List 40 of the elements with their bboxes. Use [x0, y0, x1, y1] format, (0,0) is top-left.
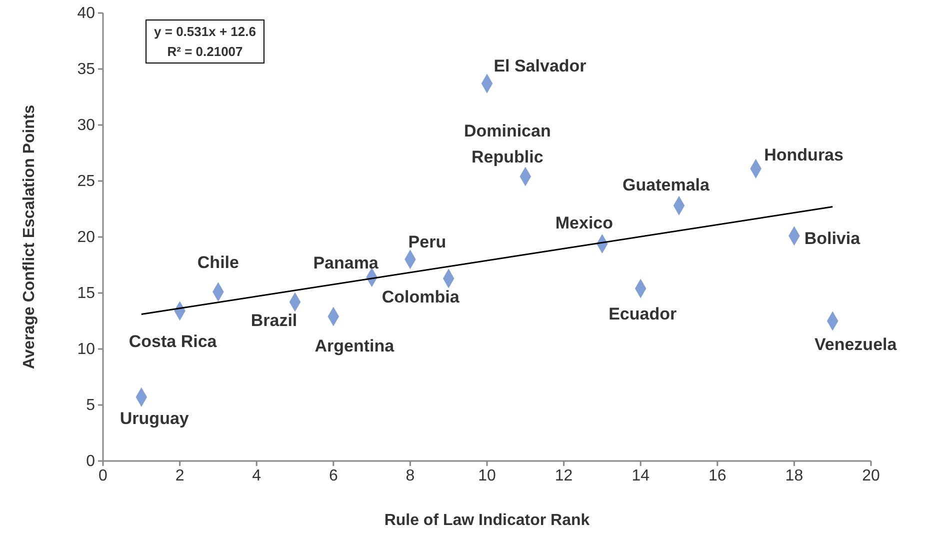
x-tick-label: 10 [478, 467, 496, 484]
x-tick-label: 4 [252, 467, 262, 484]
y-tick-label: 10 [77, 341, 96, 358]
x-tick-label: 0 [98, 467, 108, 484]
x-tick-label: 8 [406, 467, 415, 484]
annotation: Brazil [250, 310, 298, 330]
x-tick-label: 20 [862, 467, 880, 484]
x-tick-label: 6 [328, 467, 338, 484]
x-axis-title: Rule of Law Indicator Rank [384, 512, 590, 529]
x-tick-label: 2 [175, 467, 184, 484]
annotation: Peru [408, 232, 446, 252]
annotation: Mexico [555, 214, 614, 233]
annotation: R² = 0.21007 [167, 44, 243, 59]
annotation: Panama [313, 253, 379, 272]
annotation: y = 0.531x + 12.6 [154, 24, 256, 39]
annotation: Argentina [314, 336, 395, 356]
annotation: Bolivia [804, 228, 861, 248]
y-tick-label: 40 [77, 5, 96, 22]
annotation: Guatemala [622, 176, 710, 195]
x-tick-label: 16 [708, 467, 726, 484]
y-axis-title: Average Conflict Escalation Points [21, 104, 38, 370]
annotation: Dominican Republic [464, 122, 551, 167]
annotation: Chile [197, 252, 239, 272]
y-tick-label: 5 [86, 397, 96, 414]
annotation: Ecuador [608, 304, 677, 324]
y-tick-label: 25 [77, 173, 96, 190]
annotation: Costa Rica [128, 332, 218, 351]
annotation: El Salvador [494, 56, 587, 76]
x-tick-label: 12 [554, 467, 573, 484]
annotation: Colombia [382, 287, 460, 306]
y-tick-label: 20 [77, 229, 96, 246]
y-tick-label: 15 [77, 285, 96, 302]
annotation: Honduras [764, 146, 844, 165]
y-tick-label: 35 [77, 61, 96, 78]
x-tick-label: 14 [632, 467, 650, 484]
y-tick-label: 0 [86, 453, 96, 470]
annotation: Uruguay [120, 409, 190, 428]
x-tick-label: 18 [785, 467, 804, 484]
y-tick-label: 30 [77, 117, 96, 134]
annotation: Venezuela [814, 335, 898, 354]
